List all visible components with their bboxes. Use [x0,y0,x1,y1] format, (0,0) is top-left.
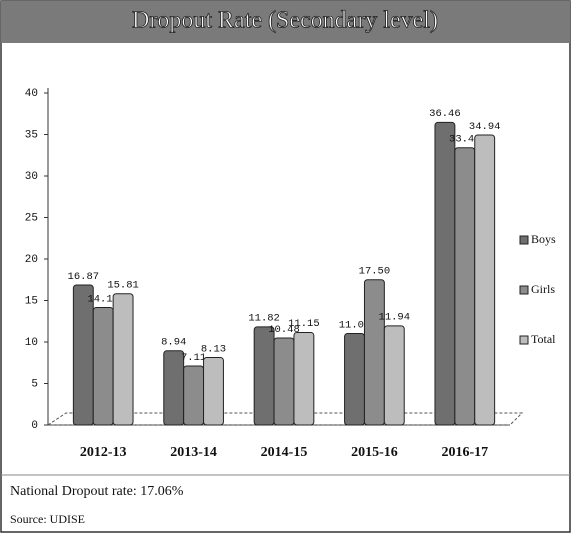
bar [454,147,476,426]
value-label: 36.46 [429,108,461,120]
value-label: 33.40 [449,134,481,146]
bar [183,365,205,426]
bar [253,326,275,426]
x-tick-label: 2013-14 [170,445,217,460]
y-tick-label: 30 [25,171,38,183]
bar [474,134,496,426]
value-label: 11.94 [379,312,411,324]
value-label: 10.48 [268,324,300,336]
x-tick-label: 2016-17 [441,445,488,460]
bar [273,337,295,426]
bar [92,307,114,426]
legend-swatch [519,335,529,345]
bar [72,284,94,426]
legend-label: Girls [531,282,555,296]
value-label: 14.15 [87,293,119,305]
bar [203,357,224,426]
value-label: 7.11 [181,352,206,364]
legend-label: Total [531,332,556,346]
y-tick-label: 25 [25,212,38,224]
bar [363,279,385,426]
value-label: 15.81 [107,280,139,292]
value-label: 16.87 [68,271,100,283]
legend-swatch [519,285,529,295]
value-label: 17.50 [359,266,391,278]
y-tick-label: 35 [25,129,38,141]
y-tick-label: 20 [25,254,38,266]
bar [383,325,405,426]
value-label: 8.13 [201,343,226,355]
x-tick-label: 2012-13 [80,445,127,460]
value-label: 8.94 [161,337,186,349]
legend-swatch [519,235,529,245]
note: Source: UDISE [10,512,85,526]
chart-title: Dropout Rate (Secondary level) [132,8,438,34]
x-tick-label: 2015-16 [351,445,398,460]
value-label: 11.82 [248,313,280,325]
value-label: 34.94 [469,121,501,133]
y-tick-label: 10 [25,337,38,349]
bar [434,121,456,426]
y-tick-label: 0 [31,420,38,432]
x-tick-label: 2014-15 [261,445,308,460]
y-tick-label: 15 [25,295,38,307]
bar [112,293,134,426]
title-banner [1,1,570,43]
bar [344,333,365,426]
legend-label: Boys [531,232,556,246]
bar [293,331,315,426]
value-label: 11.15 [288,318,320,330]
y-tick-label: 40 [25,88,38,100]
floor [46,412,524,426]
value-label: 11.02 [339,319,371,331]
note: National Dropout rate: 17.06% [10,484,184,499]
y-tick-label: 5 [31,378,38,390]
